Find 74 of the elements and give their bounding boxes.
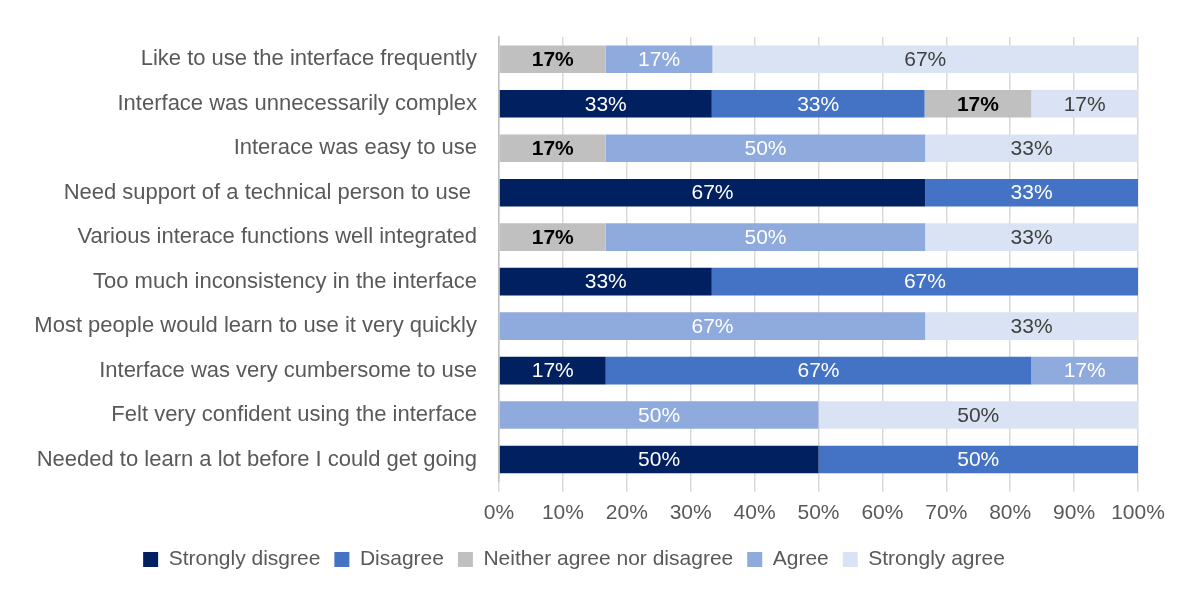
data-label: 17%	[531, 136, 575, 159]
data-label: 33%	[1010, 136, 1053, 159]
y-tick-label: Like to use the interface frequently	[140, 45, 477, 71]
bar	[925, 178, 1138, 207]
y-tick-label: Need support of a technical person to use	[63, 178, 477, 204]
bar	[499, 312, 926, 340]
data-label: 67%	[903, 269, 946, 293]
bar	[924, 89, 1032, 118]
legend-label: Disagree	[359, 546, 444, 570]
y-tick-label: Most people would learn to use it very quickly	[34, 312, 477, 338]
data-label: 67%	[691, 180, 734, 204]
data-label: 33%	[1010, 224, 1053, 248]
y-tick-label: Too much inconsistency in the interface	[93, 267, 477, 293]
data-label: 33%	[1010, 313, 1053, 337]
bar	[711, 89, 925, 118]
data-label: 50%	[957, 402, 1000, 426]
bar	[605, 134, 926, 162]
bar	[499, 178, 926, 207]
bar	[499, 267, 712, 296]
bar	[925, 312, 1138, 340]
bar	[605, 356, 1032, 385]
bar	[605, 223, 926, 251]
data-label: 17%	[531, 47, 575, 71]
y-tick-label: Felt very confident using the interface	[111, 401, 477, 427]
data-label: 33%	[584, 91, 627, 115]
y-tick-label: Various interace functions well integrated	[77, 223, 477, 249]
x-tick-label: 60%	[861, 500, 904, 524]
data-label: 67%	[904, 47, 947, 71]
bar	[499, 401, 819, 429]
data-label: 67%	[797, 358, 840, 382]
bar	[925, 223, 1138, 251]
bar	[925, 134, 1138, 162]
x-tick-label: 20%	[605, 500, 648, 524]
legend-label: Strongly agree	[868, 546, 1005, 570]
y-tick-label: Interface was unnecessarily complex	[117, 89, 477, 115]
legend-label: Neither agree nor disagree	[483, 546, 734, 570]
x-tick-label: 50%	[797, 500, 840, 524]
x-tick-label: 10%	[541, 500, 584, 524]
bar	[605, 45, 713, 74]
x-tick-label: 80%	[989, 500, 1032, 524]
x-tick-label: 0%	[483, 500, 515, 524]
data-label: 67%	[691, 313, 734, 337]
bar	[499, 445, 819, 474]
x-tick-label: 30%	[669, 500, 712, 524]
bar	[1031, 89, 1138, 118]
data-label: 17%	[1063, 91, 1106, 115]
data-label: 17%	[531, 358, 574, 382]
data-label: 33%	[1010, 180, 1053, 204]
bar	[818, 445, 1138, 474]
data-label: 33%	[584, 269, 627, 293]
data-label: 17%	[956, 91, 1000, 115]
legend-label: Agree	[772, 546, 829, 570]
legend-label: Strongly disgree	[168, 546, 321, 570]
data-label: 50%	[744, 136, 787, 159]
y-tick-label: Interace was easy to use	[233, 134, 477, 160]
data-label: 33%	[797, 91, 840, 115]
y-tick-label: Interface was very cumbersome to use	[99, 356, 477, 382]
bar	[711, 267, 1138, 296]
data-label: 50%	[638, 402, 681, 426]
bar	[499, 89, 712, 118]
x-tick-label: 70%	[925, 500, 968, 524]
bar	[712, 45, 1138, 74]
x-tick-label: 100%	[1111, 500, 1165, 524]
x-tick-label: 40%	[733, 500, 776, 524]
data-label: 50%	[957, 447, 1000, 471]
data-label: 50%	[638, 447, 681, 471]
bar	[1031, 356, 1138, 385]
y-tick-label: Needed to learn a lot before I could get going	[36, 445, 477, 471]
bar	[818, 401, 1138, 429]
data-label: 17%	[638, 47, 681, 71]
data-label: 17%	[1063, 358, 1106, 382]
data-label: 50%	[744, 224, 787, 248]
data-label: 17%	[531, 224, 575, 248]
x-tick-label: 90%	[1053, 500, 1096, 524]
